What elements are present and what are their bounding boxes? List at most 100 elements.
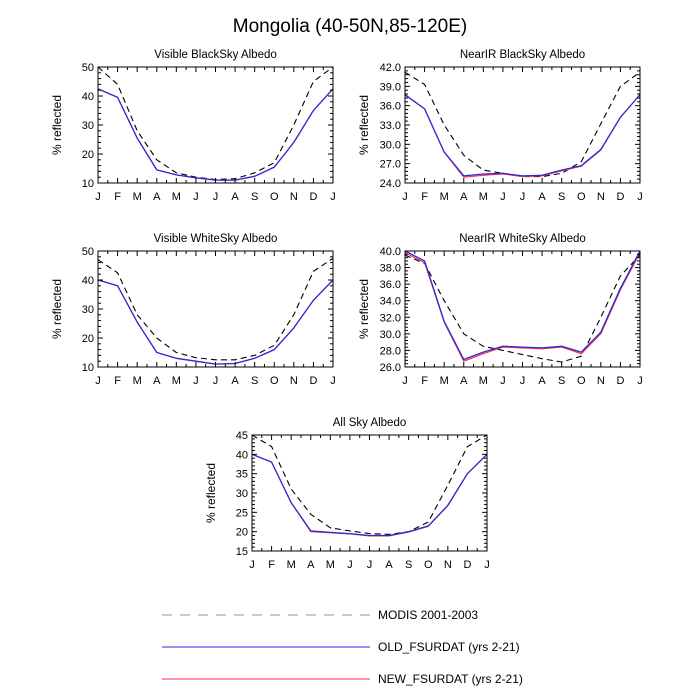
x-tick-label: S: [251, 191, 258, 203]
y-tick-label: 20: [82, 149, 94, 161]
x-tick-label: O: [577, 191, 586, 203]
x-tick-label: F: [421, 375, 428, 387]
y-tick-label: 36.0: [380, 279, 401, 291]
x-tick-label: M: [172, 375, 181, 387]
x-tick-label: D: [309, 191, 317, 203]
y-tick-label: 35: [236, 469, 248, 481]
y-tick-label: 30: [82, 120, 94, 132]
x-tick-label: A: [153, 375, 161, 387]
legend-label: MODIS 2001-2003: [378, 608, 478, 622]
x-tick-label: J: [367, 559, 373, 571]
series-line-new-fsurdat: [97, 88, 334, 181]
y-tick-label: 50: [82, 246, 94, 258]
x-tick-label: J: [402, 191, 408, 203]
series-line-modis: [404, 254, 641, 363]
x-tick-label: J: [347, 559, 353, 571]
x-tick-label: S: [558, 375, 565, 387]
y-tick-label: 40: [82, 275, 94, 287]
x-tick-label: N: [290, 375, 298, 387]
y-tick-label: 40: [82, 91, 94, 103]
y-tick-label: 28.0: [380, 345, 401, 357]
panel-title: Visible BlackSky Albedo: [154, 49, 277, 61]
x-tick-label: J: [249, 559, 255, 571]
x-tick-label: A: [231, 375, 239, 387]
x-tick-label: A: [231, 191, 239, 203]
y-tick-label: 40.0: [380, 246, 401, 258]
x-tick-label: M: [172, 191, 181, 203]
x-tick-label: J: [637, 191, 643, 203]
series-line-old-fsurdat: [97, 279, 334, 365]
x-tick-label: O: [424, 559, 433, 571]
x-tick-label: A: [385, 559, 393, 571]
x-tick-label: F: [114, 191, 121, 203]
x-tick-label: N: [597, 191, 605, 203]
x-tick-label: S: [405, 559, 412, 571]
legend-label: OLD_FSURDAT (yrs 2-21): [378, 640, 520, 654]
legend-item-0: MODIS 2001-2003: [162, 608, 478, 622]
y-axis-label: % reflected: [50, 95, 64, 155]
y-tick-label: 30: [236, 488, 248, 500]
x-tick-label: N: [444, 559, 452, 571]
y-tick-label: 20: [236, 527, 248, 539]
y-tick-label: 20: [82, 333, 94, 345]
y-tick-label: 50: [82, 62, 94, 74]
series-line-modis: [97, 257, 334, 361]
x-tick-label: M: [440, 375, 449, 387]
x-tick-label: M: [479, 375, 488, 387]
x-tick-label: M: [326, 559, 335, 571]
x-tick-label: F: [114, 375, 121, 387]
x-tick-label: A: [538, 191, 546, 203]
y-tick-label: 30: [82, 304, 94, 316]
x-tick-label: J: [520, 191, 526, 203]
x-tick-label: J: [330, 375, 336, 387]
series-line-new-fsurdat: [404, 252, 641, 362]
x-tick-label: J: [500, 375, 506, 387]
series-line-old-fsurdat: [404, 94, 641, 177]
y-tick-label: 10: [82, 362, 94, 374]
series-line-old-fsurdat: [251, 453, 488, 537]
x-tick-label: M: [133, 191, 142, 203]
y-tick-label: 26.0: [380, 362, 401, 374]
y-tick-label: 33.0: [380, 120, 401, 132]
x-tick-label: D: [616, 191, 624, 203]
plot-frame: [97, 250, 334, 368]
y-tick-label: 38.0: [380, 263, 401, 275]
y-tick-label: 34.0: [380, 296, 401, 308]
x-tick-label: A: [307, 559, 315, 571]
series-line-modis: [404, 71, 641, 178]
y-tick-label: 32.0: [380, 312, 401, 324]
y-tick-label: 45: [236, 430, 248, 442]
x-tick-label: M: [287, 559, 296, 571]
x-tick-label: A: [460, 375, 468, 387]
x-tick-label: J: [95, 191, 101, 203]
series-line-modis: [251, 434, 488, 535]
legend-item-2: NEW_FSURDAT (yrs 2-21): [162, 672, 523, 686]
y-tick-label: 27.0: [380, 159, 401, 171]
y-tick-label: 42.0: [380, 62, 401, 74]
x-tick-label: O: [270, 375, 279, 387]
y-tick-label: 24.0: [380, 178, 401, 190]
x-tick-label: M: [479, 191, 488, 203]
x-tick-label: F: [421, 191, 428, 203]
y-axis-label: % reflected: [50, 279, 64, 339]
x-tick-label: J: [193, 375, 199, 387]
x-tick-label: S: [251, 375, 258, 387]
panel-title: NearIR BlackSky Albedo: [460, 49, 585, 61]
x-tick-label: J: [484, 559, 490, 571]
plot-frame: [404, 66, 641, 184]
y-tick-label: 30.0: [380, 329, 401, 341]
legend-label: NEW_FSURDAT (yrs 2-21): [378, 672, 523, 686]
y-tick-label: 25: [236, 507, 248, 519]
x-tick-label: N: [290, 191, 298, 203]
y-tick-label: 10: [82, 178, 94, 190]
panel-title: NearIR WhiteSky Albedo: [459, 233, 586, 245]
x-tick-label: J: [637, 375, 643, 387]
x-tick-label: J: [213, 375, 219, 387]
panel-title: Visible WhiteSky Albedo: [154, 233, 278, 245]
series-line-modis: [97, 66, 334, 181]
x-tick-label: D: [616, 375, 624, 387]
